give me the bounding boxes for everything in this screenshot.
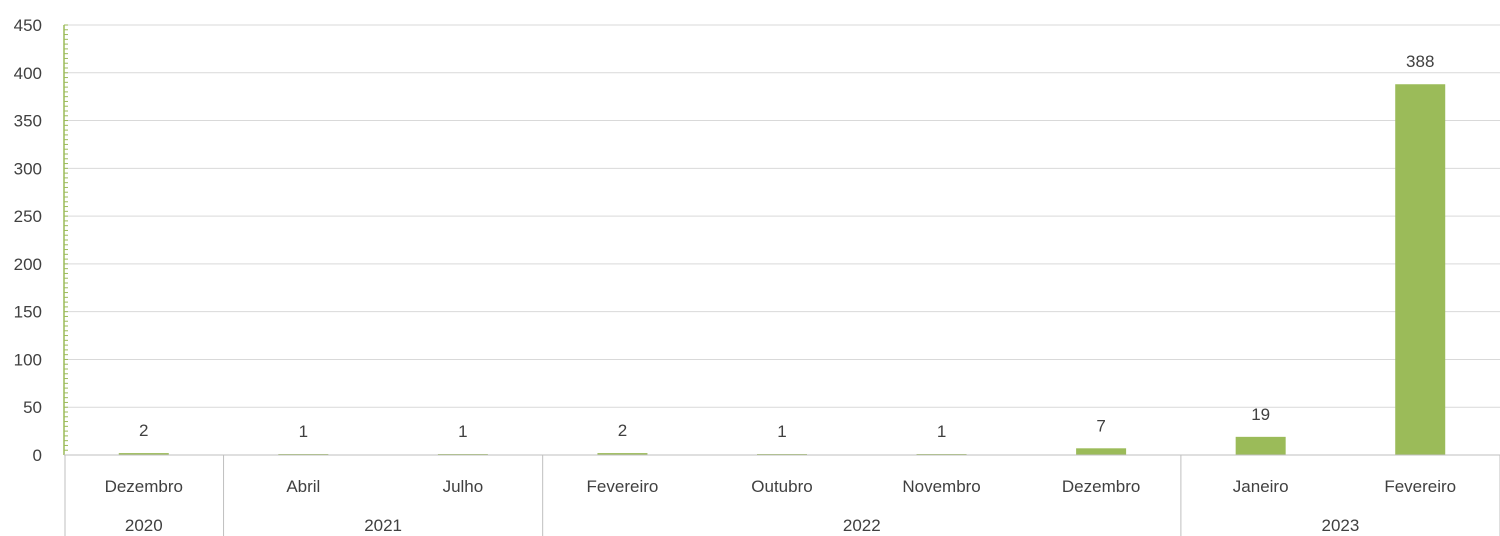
x-category-label: Novembro [902,477,980,496]
data-label: 19 [1251,405,1270,424]
bar [1235,436,1286,455]
x-category-label: Fevereiro [1384,477,1456,496]
bars [118,84,1446,455]
y-tick-label: 350 [14,112,42,131]
x-category-label: Dezembro [1062,477,1140,496]
x-year-label: 2020 [125,516,163,535]
y-tick-label: 0 [33,446,42,465]
x-year-label: 2023 [1322,516,1360,535]
data-label: 2 [618,421,627,440]
data-label: 1 [458,422,467,441]
y-tick-label: 450 [14,16,42,35]
bar [597,453,648,455]
data-label: 388 [1406,52,1434,71]
bar [118,453,169,455]
x-category-label: Janeiro [1233,477,1289,496]
gridlines [64,24,1500,456]
y-tick-label: 150 [14,303,42,322]
axes [63,24,1500,536]
y-tick-label: 300 [14,159,42,178]
x-category-label: Julho [443,477,484,496]
x-category-label: Dezembro [105,477,183,496]
data-label: 1 [299,422,308,441]
x-category-label: Outubro [751,477,812,496]
data-label: 1 [777,422,786,441]
y-tick-label: 250 [14,207,42,226]
bar [1395,84,1446,455]
x-category-label: Fevereiro [587,477,659,496]
x-year-label: 2021 [364,516,402,535]
bar [1076,448,1127,455]
y-tick-label: 100 [14,350,42,369]
y-tick-label: 50 [23,398,42,417]
y-tick-label: 200 [14,255,42,274]
data-label: 7 [1096,416,1105,435]
data-label: 2 [139,421,148,440]
x-year-label: 2022 [843,516,881,535]
data-label: 1 [937,422,946,441]
labels: 0 50 100 150 200 250 300 350 400 450 2 Dezembro 1 Abr… [14,16,1457,535]
y-tick-label: 400 [14,64,42,83]
x-category-label: Abril [286,477,320,496]
